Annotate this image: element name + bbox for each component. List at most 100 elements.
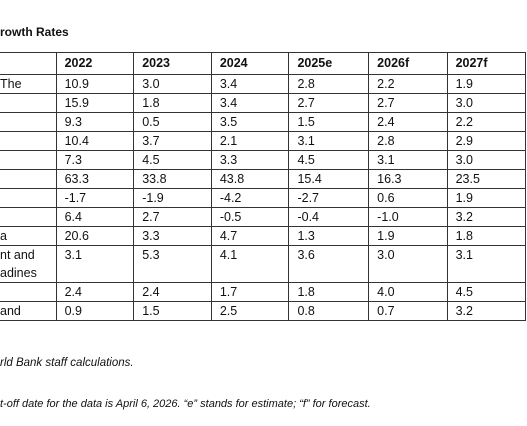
value-cell: 63.3	[55, 169, 135, 189]
column-header: 2027f	[446, 52, 527, 75]
value-cell: 2.1	[210, 131, 290, 151]
value-cell: 6.4	[55, 207, 135, 227]
value-cell: 1.7	[210, 282, 290, 302]
column-header: 2023	[133, 52, 212, 75]
column-header: 2025e	[288, 52, 370, 75]
value-cell: 1.9	[368, 226, 448, 246]
row-label: and	[0, 301, 57, 321]
cutoff-note: t-off date for the data is April 6, 2026…	[0, 398, 371, 410]
row-label: The	[0, 74, 57, 94]
value-cell: 3.1	[368, 150, 448, 170]
row-label	[0, 169, 57, 189]
column-header: 2024	[210, 52, 290, 75]
row-label	[0, 93, 57, 113]
value-cell: 2.4	[55, 282, 135, 302]
value-cell: 4.5	[446, 282, 527, 302]
row-label	[0, 207, 57, 227]
value-cell: 2.5	[210, 301, 290, 321]
value-cell: 3.1	[288, 131, 370, 151]
value-cell: 3.3	[210, 150, 290, 170]
table-row: nt and adines 3.1 5.3 4.1 3.6 3.0 3.1	[0, 245, 527, 283]
table-title: rowth Rates	[0, 25, 69, 39]
value-cell: 43.8	[210, 169, 290, 189]
value-cell: 1.3	[288, 226, 370, 246]
row-label	[0, 282, 57, 302]
value-cell: 7.3	[55, 150, 135, 170]
value-cell: 3.0	[446, 150, 527, 170]
value-cell: 0.9	[55, 301, 135, 321]
value-cell: 9.3	[55, 112, 135, 132]
value-cell: 0.7	[368, 301, 448, 321]
value-cell: 3.4	[210, 74, 290, 94]
value-cell: 2.9	[446, 131, 527, 151]
value-cell: 10.4	[55, 131, 135, 151]
table-row: 63.3 33.8 43.8 15.4 16.3 23.5	[0, 169, 527, 189]
value-cell: 3.5	[210, 112, 290, 132]
value-cell: 10.9	[55, 74, 135, 94]
header-row: 2022 2023 2024 2025e 2026f 2027f	[0, 52, 527, 75]
column-header: 2022	[55, 52, 135, 75]
corner-cell	[0, 52, 57, 75]
value-cell: 5.3	[133, 245, 212, 283]
row-label	[0, 150, 57, 170]
value-cell: 2.2	[446, 112, 527, 132]
table-row: 2.4 2.4 1.7 1.8 4.0 4.5	[0, 282, 527, 302]
value-cell: -1.9	[133, 188, 212, 208]
value-cell: 1.9	[446, 74, 527, 94]
row-label	[0, 131, 57, 151]
value-cell: 23.5	[446, 169, 527, 189]
table-row: The 10.9 3.0 3.4 2.8 2.2 1.9	[0, 74, 527, 94]
value-cell: 4.5	[288, 150, 370, 170]
value-cell: -0.5	[210, 207, 290, 227]
value-cell: 1.5	[133, 301, 212, 321]
value-cell: -1.7	[55, 188, 135, 208]
value-cell: 4.0	[368, 282, 448, 302]
value-cell: 1.5	[288, 112, 370, 132]
value-cell: 3.0	[446, 93, 527, 113]
growth-table: 2022 2023 2024 2025e 2026f 2027f The 10.9 3.0 3.…	[0, 52, 527, 321]
column-header: 2026f	[368, 52, 448, 75]
value-cell: 3.0	[368, 245, 448, 283]
value-cell: 33.8	[133, 169, 212, 189]
value-cell: 16.3	[368, 169, 448, 189]
value-cell: 1.8	[133, 93, 212, 113]
row-label-line: nt and	[0, 248, 35, 262]
value-cell: 2.7	[368, 93, 448, 113]
table-row: a 20.6 3.3 4.7 1.3 1.9 1.8	[0, 226, 527, 246]
value-cell: 2.4	[133, 282, 212, 302]
table-row: 6.4 2.7 -0.5 -0.4 -1.0 3.2	[0, 207, 527, 227]
value-cell: 0.6	[368, 188, 448, 208]
table-row: 9.3 0.5 3.5 1.5 2.4 2.2	[0, 112, 527, 132]
value-cell: 4.1	[210, 245, 290, 283]
source-note: rld Bank staff calculations.	[0, 357, 134, 369]
value-cell: 3.1	[55, 245, 135, 283]
value-cell: 1.8	[288, 282, 370, 302]
value-cell: 3.4	[210, 93, 290, 113]
value-cell: 4.5	[133, 150, 212, 170]
table-row: -1.7 -1.9 -4.2 -2.7 0.6 1.9	[0, 188, 527, 208]
value-cell: -2.7	[288, 188, 370, 208]
value-cell: -4.2	[210, 188, 290, 208]
value-cell: 20.6	[55, 226, 135, 246]
value-cell: 2.7	[288, 93, 370, 113]
value-cell: 3.6	[288, 245, 370, 283]
value-cell: 3.2	[446, 207, 527, 227]
value-cell: 2.7	[133, 207, 212, 227]
value-cell: 3.7	[133, 131, 212, 151]
table-row: 15.9 1.8 3.4 2.7 2.7 3.0	[0, 93, 527, 113]
value-cell: 2.2	[368, 74, 448, 94]
value-cell: 0.5	[133, 112, 212, 132]
value-cell: 3.0	[133, 74, 212, 94]
value-cell: 3.2	[446, 301, 527, 321]
value-cell: 15.9	[55, 93, 135, 113]
value-cell: -1.0	[368, 207, 448, 227]
value-cell: 2.4	[368, 112, 448, 132]
value-cell: 4.7	[210, 226, 290, 246]
row-label-line: adines	[0, 266, 37, 280]
value-cell: 3.1	[446, 245, 527, 283]
table-row: 10.4 3.7 2.1 3.1 2.8 2.9	[0, 131, 527, 151]
row-label: a	[0, 226, 57, 246]
value-cell: 0.8	[288, 301, 370, 321]
value-cell: 2.8	[368, 131, 448, 151]
